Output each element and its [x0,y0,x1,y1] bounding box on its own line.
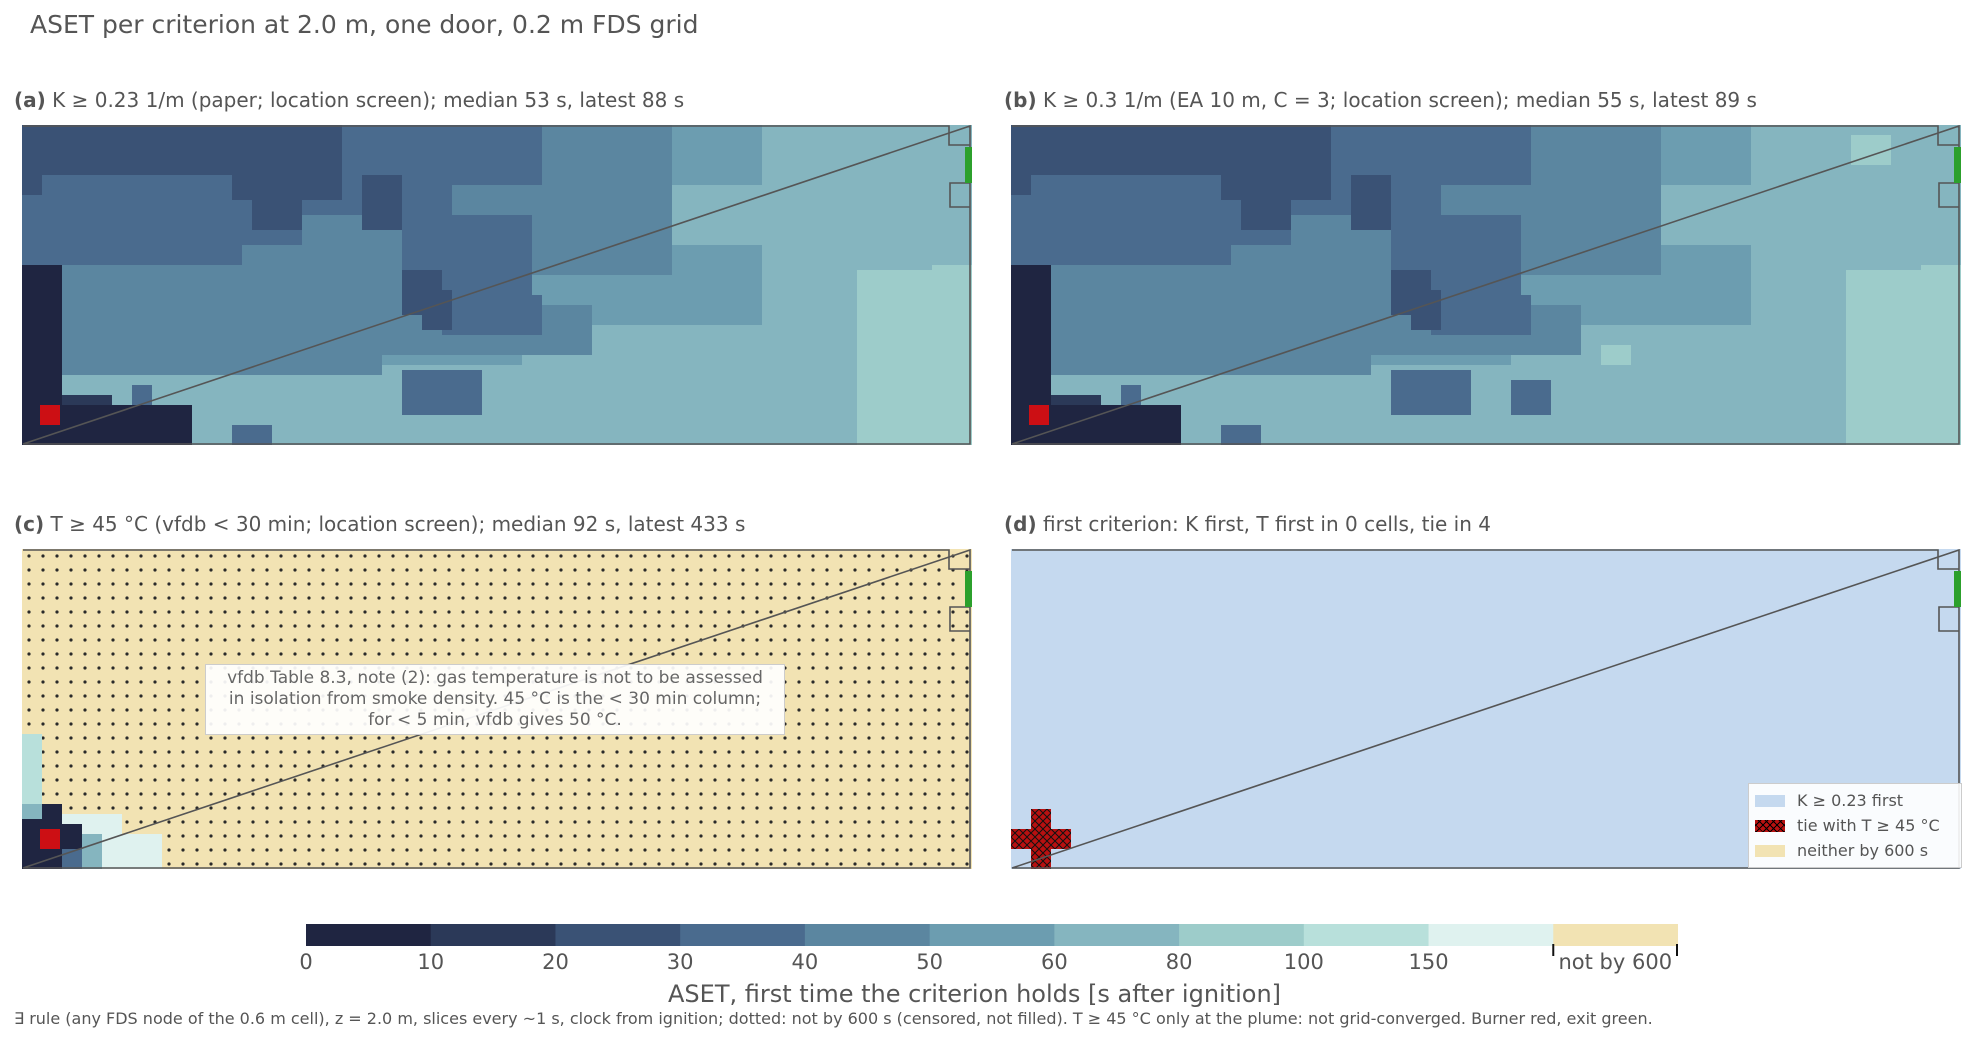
cell-region [1011,175,1031,195]
colorbar-segment [804,924,931,946]
panel-d-legend: K ≥ 0.23 first tie with T ≥ 45 °C neithe… [1748,783,1962,868]
door-outline [1938,182,1959,208]
tie-hatch [1031,809,1051,829]
door-outline [949,606,970,632]
cell-region [892,325,972,445]
colorbar-segment [1179,924,1305,946]
cell-region [402,370,482,415]
cell-region [252,200,302,230]
legend-entry-k-first: K ≥ 0.23 first [1755,788,1955,813]
cell-region [1431,295,1531,335]
tie-hatch [1051,829,1071,849]
cell-region [22,245,242,265]
colorbar-segment [1428,924,1554,946]
cell-region [1411,290,1441,330]
cell-region [22,275,452,335]
figure-title: ASET per criterion at 2.0 m, one door, 0… [30,10,699,39]
cell-region [22,804,42,819]
region-20-30 [22,125,342,175]
cell-region [1511,380,1551,415]
colorbar-segment [1303,924,1430,946]
cell-region [442,295,542,335]
cell-region [1601,345,1631,365]
legend-swatch-k-first [1755,794,1785,807]
room-outline [1011,549,1960,869]
cell-region [1011,275,1441,335]
legend-entry-tie: tie with T ≥ 45 °C [1755,813,1955,838]
tie-hatch [1011,829,1031,849]
burner-marker [40,405,60,425]
cell-region [1241,200,1291,230]
burner-marker [1029,405,1049,425]
colorbar-segment [555,924,681,946]
region-100-150 [22,734,42,804]
cell-region [22,175,42,195]
door-outline [949,182,970,208]
colorbar-tick-label: 60 [1040,950,1068,974]
colorbar-tick-label: 40 [791,950,819,974]
colorbar-segment [929,924,1055,946]
panel-a-title: (a) K ≥ 0.23 1/m (paper; location screen… [14,88,685,112]
door-outline [1938,606,1959,632]
exit-marker [965,571,972,607]
room-outline [1011,125,1960,445]
cell-region [1011,335,1371,375]
cell-region [42,804,62,834]
panel-c-annotation: vfdb Table 8.3, note (2): gas temperatur… [205,664,785,735]
panel-d-title: (d) first criterion: K first, T first in… [1004,512,1491,536]
panel-b-heatmap [1011,125,1961,445]
footnote: ∃ rule (any FDS node of the 0.6 m cell),… [14,1009,1653,1028]
cell-region [1011,245,1231,265]
cell-region [422,290,452,330]
colorbar-label: ASET, first time the criterion holds [s … [668,980,1282,1008]
colorbar-tick-label: 30 [666,950,694,974]
cell-region [82,834,102,869]
cell-region [1351,175,1391,230]
panel-b-title: (b) K ≥ 0.3 1/m (EA 10 m, C = 3; locatio… [1004,88,1757,112]
cell-region [362,175,402,230]
colorbar-tick-label: 10 [417,950,445,974]
cell-region [1221,425,1261,445]
cell-region [1221,175,1331,200]
panel-a-heatmap [22,125,972,445]
exit-marker [965,147,972,183]
colorbar-segment [306,924,432,946]
colorbar-segment [1553,924,1678,946]
exit-marker [1954,147,1961,183]
colorbar-tick-label: 0 [299,950,313,974]
region-20-30 [1011,125,1331,175]
colorbar-tick-label: 50 [916,950,943,974]
exit-marker [1954,571,1961,607]
colorbar-tick-label: 80 [1165,950,1193,974]
cell-region [1121,385,1141,405]
tie-hatch [1031,829,1051,849]
colorbar [306,924,1678,958]
cell-region [1881,325,1961,445]
cell-region [1921,265,1961,310]
room-outline [22,125,971,445]
legend-entry-neither: neither by 600 s [1755,838,1955,863]
colorbar-tick-label: not by 600 [1558,950,1673,974]
cell-region [62,824,82,849]
cell-region [232,175,342,200]
region-0-10 [22,819,42,869]
colorbar-tick-label: 20 [542,950,569,974]
cell-region [22,335,382,375]
colorbar-segment [430,924,556,946]
cell-region [1391,370,1471,415]
colorbar-segment [1054,924,1180,946]
colorbar-tick-label: 150 [1408,950,1449,974]
legend-swatch-neither [1755,844,1785,857]
cell-region [132,385,152,405]
panel-c-heatmap [22,549,972,869]
legend-swatch-tie [1755,819,1785,832]
colorbar-tick-label: 100 [1283,950,1324,974]
panel-c-title: (c) T ≥ 45 °C (vfdb < 30 min; location s… [14,512,746,536]
cell-region [232,425,272,445]
colorbar-segment [680,924,806,946]
cell-region [932,265,972,310]
colorbar-ticks: 0 10 20 30 40 50 60 80 100 150 not by 600 [299,950,1678,980]
burner-marker [40,829,60,849]
